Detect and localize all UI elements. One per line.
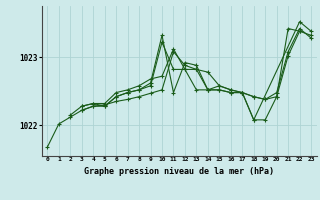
- X-axis label: Graphe pression niveau de la mer (hPa): Graphe pression niveau de la mer (hPa): [84, 167, 274, 176]
